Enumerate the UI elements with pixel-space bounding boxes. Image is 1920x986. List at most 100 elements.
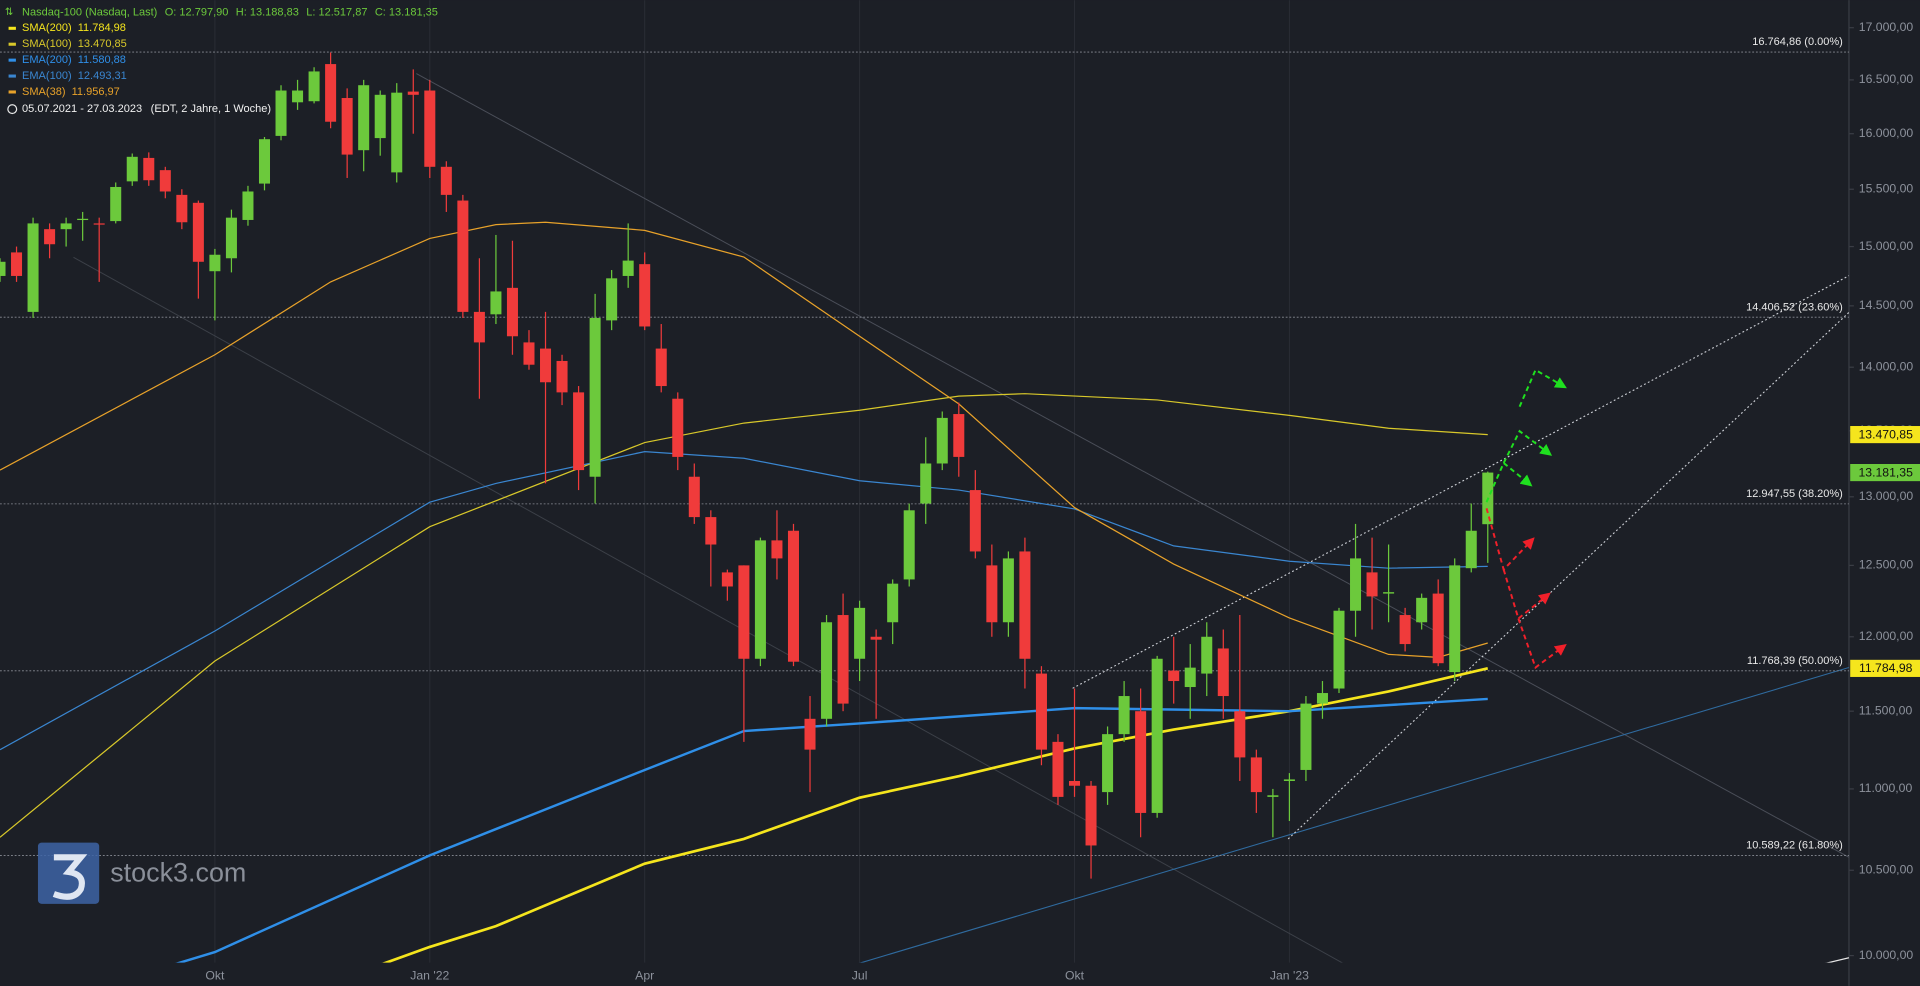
y-tick-label: 16.500,00	[1859, 72, 1914, 86]
legend-value: 11.784,98	[78, 22, 126, 34]
candle-body	[854, 607, 866, 659]
fib-label: 10.589,22 (61.80%)	[1746, 840, 1843, 852]
candle-body	[1300, 703, 1312, 770]
candle-body	[1316, 693, 1328, 704]
candle-body	[936, 417, 948, 464]
candle-body	[787, 530, 799, 662]
trend-line	[859, 666, 1849, 963]
watermark-text: stock3.com	[110, 858, 246, 888]
candle-body	[589, 317, 601, 477]
price-tag	[1850, 659, 1920, 677]
candle-body	[1002, 558, 1014, 623]
candle-body	[920, 463, 932, 504]
price-tag-label: 13.470,85	[1858, 427, 1913, 441]
header-ohlc: L: 12.517,87	[306, 6, 367, 18]
candle-body	[705, 517, 717, 545]
candle-body	[986, 565, 998, 623]
y-tick-label: 11.000,00	[1859, 781, 1913, 795]
x-tick-label: Okt	[1065, 968, 1085, 982]
arrow	[1517, 618, 1567, 670]
candle-body	[672, 398, 684, 457]
candle-body	[1135, 711, 1147, 813]
candle-body	[440, 166, 452, 195]
legend-name: EMA(100)	[22, 70, 72, 82]
candle-body	[374, 94, 386, 139]
fib-label: 14.406,52 (23.60%)	[1746, 301, 1843, 313]
legend-name: EMA(200)	[22, 54, 72, 66]
candle-body	[308, 71, 320, 102]
legend-value: 11.580,88	[78, 54, 126, 66]
legend: ⇅ Nasdaq-100 (Nasdaq, Last) O: 12.797,90 H:…	[5, 6, 438, 115]
candle-body	[1085, 785, 1097, 846]
y-tick-label: 15.000,00	[1859, 239, 1914, 253]
header-title: Nasdaq-100 (Nasdaq, Last)	[22, 6, 157, 18]
legend-name: SMA(100)	[22, 38, 72, 50]
legend-value: 11.956,97	[72, 86, 120, 98]
candle-body	[639, 264, 651, 327]
candle-body	[473, 311, 485, 343]
price-tag-label: 13.181,35	[1858, 465, 1913, 479]
candle-body	[1465, 530, 1477, 569]
candle-body	[540, 348, 552, 383]
candle-body	[242, 191, 254, 220]
candle-body	[721, 572, 733, 587]
header-ohlc: O: 12.797,90	[165, 6, 229, 18]
candle-body	[506, 287, 518, 337]
price-tag-label: 11.784,98	[1859, 661, 1913, 675]
candle-body	[837, 615, 849, 704]
trend-line	[416, 73, 1849, 858]
x-tick-label: Jul	[852, 968, 868, 982]
candle-body	[143, 157, 155, 181]
drawings	[73, 73, 1849, 963]
trend-line	[73, 256, 1343, 963]
y-tick-label: 15.500,00	[1859, 181, 1914, 195]
arrow	[1502, 569, 1551, 621]
y-tick-label: 16.000,00	[1859, 126, 1914, 140]
y-tick-label: 12.500,00	[1859, 558, 1914, 572]
candle-body	[887, 583, 899, 623]
candle-body	[275, 90, 287, 136]
y-tick-label: 13.000,00	[1859, 489, 1914, 503]
candle-body	[159, 170, 171, 192]
candle-body	[1052, 741, 1064, 797]
y-tick-label: 14.000,00	[1859, 359, 1914, 373]
candle-body	[969, 490, 981, 552]
candle-body	[27, 223, 39, 312]
y-tick-label: 10.500,00	[1859, 863, 1914, 877]
candle-body	[804, 718, 816, 750]
candle-body	[424, 90, 436, 167]
trend-line	[1072, 275, 1849, 689]
x-tick-label: Okt	[205, 968, 225, 982]
y-tick-label: 17.000,00	[1859, 20, 1914, 34]
y-tick-label: 12.000,00	[1859, 629, 1914, 643]
legend-value: 12.493,31	[78, 70, 127, 82]
fib-label: 16.764,86 (0.00%)	[1752, 36, 1843, 48]
x-tick-label: Jan '22	[410, 968, 449, 982]
overlay-line	[0, 450, 1488, 751]
price-tag	[1850, 426, 1920, 444]
period-note: (EDT, 2 Jahre, 1 Woche)	[151, 103, 271, 115]
header-ohlc: C: 13.181,35	[375, 6, 438, 18]
candle-body	[1416, 597, 1428, 623]
candle-body	[407, 91, 419, 95]
candle-body	[192, 202, 204, 262]
candle-body	[341, 98, 353, 155]
candle-body	[1035, 673, 1047, 750]
candle-body	[1234, 711, 1246, 758]
candle-body	[258, 139, 271, 184]
candle-body	[490, 291, 502, 315]
candle-body	[110, 186, 122, 222]
candle-body	[523, 342, 535, 365]
clock-icon	[7, 104, 18, 115]
candle-body	[556, 360, 568, 393]
candle-body	[1283, 779, 1295, 781]
candle-body	[126, 156, 138, 182]
candle-body	[870, 636, 882, 640]
y-tick-label: 11.500,00	[1859, 703, 1913, 717]
candle-body	[325, 64, 337, 122]
candle-body	[60, 223, 72, 230]
period: 05.07.2021 - 27.03.2023	[22, 103, 142, 115]
symbol-icon: ⇅	[5, 7, 13, 18]
